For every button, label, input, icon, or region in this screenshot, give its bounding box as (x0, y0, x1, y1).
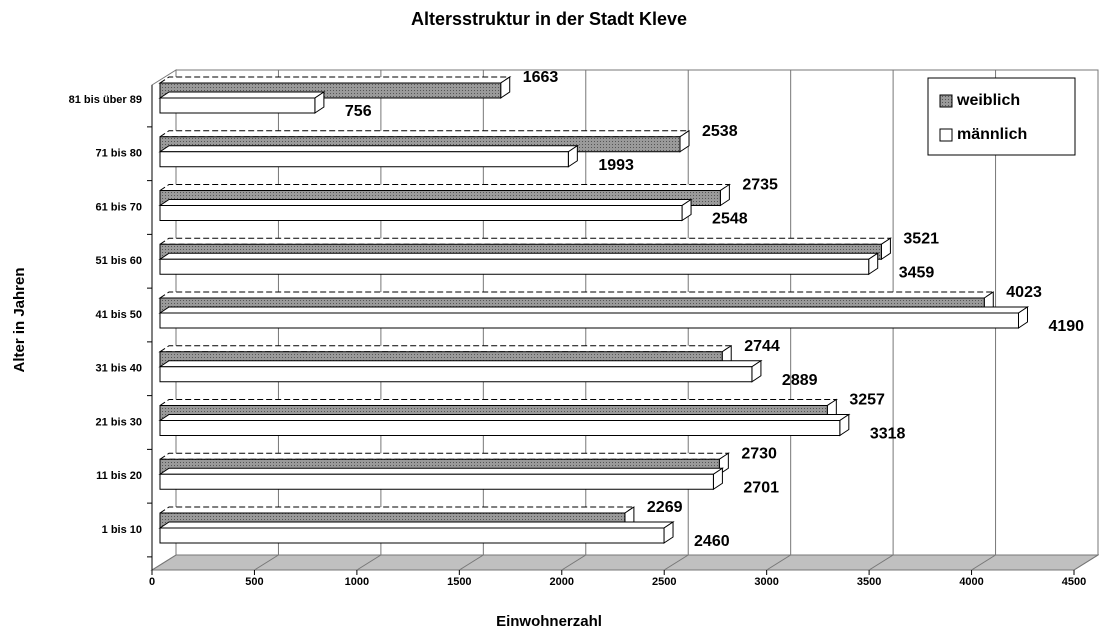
y-tick-label: 31 bis 40 (96, 363, 142, 375)
x-tick-label: 0 (149, 576, 155, 588)
x-tick-label: 1500 (447, 576, 471, 588)
bar-top (158, 199, 693, 206)
bar-top (158, 399, 838, 406)
bar-top (158, 414, 851, 421)
floor-line (356, 554, 382, 571)
value-label: 2269 (647, 499, 683, 516)
bar (159, 258, 870, 275)
x-tick-label: 4000 (959, 576, 983, 588)
y-tick-label: 11 bis 20 (96, 470, 142, 482)
bar-top (158, 237, 893, 245)
bar (159, 420, 841, 436)
bar-top (158, 291, 995, 299)
y-tick-label: 41 bis 50 (96, 309, 142, 321)
bar-top (158, 306, 1030, 314)
value-label: 2538 (702, 123, 738, 140)
value-label: 1663 (523, 69, 559, 86)
floor (150, 554, 1099, 571)
bar (159, 97, 316, 114)
floor-line (971, 554, 996, 571)
bar (159, 527, 665, 544)
bar (159, 366, 753, 383)
floor-line (663, 554, 689, 571)
legend-label: weiblich (956, 92, 1020, 109)
plot-area: 0 500 1000 1500 2000 2500 3000 3500 4000 4500 1 bi… (69, 69, 1099, 588)
bar-top (158, 76, 512, 84)
y-axis-title: Alter in Jahren (11, 267, 28, 372)
x-tick-label: 2500 (652, 576, 676, 588)
value-label: 2744 (744, 338, 780, 355)
bar-top (158, 467, 725, 475)
y-tick-label: 81 bis über 89 (69, 94, 142, 106)
x-tick-label: 4500 (1062, 576, 1086, 588)
x-tick-label: 1000 (345, 576, 369, 588)
floor-line (459, 554, 484, 571)
bar-top (158, 345, 733, 353)
bar-top (158, 184, 732, 191)
y-tick-label: 21 bis 30 (96, 416, 142, 428)
value-label: 2889 (782, 372, 818, 389)
x-tick-label: 3000 (754, 576, 778, 588)
bar-top (158, 252, 880, 260)
floor-line (254, 554, 279, 571)
bar-top (158, 145, 579, 153)
chart-title: Altersstruktur in der Stadt Kleve (411, 9, 687, 29)
value-label: 2730 (741, 445, 777, 462)
legend: weiblich männlich (927, 77, 1076, 156)
value-label: 2548 (712, 211, 748, 228)
legend-swatch (939, 94, 953, 108)
x-tick-label: 3500 (857, 576, 881, 588)
legend-box (927, 77, 1076, 156)
bar-top (158, 130, 691, 138)
bar (159, 151, 569, 168)
floor-line (1073, 554, 1099, 571)
y-tick-label: 71 bis 80 (96, 148, 142, 160)
floor-line (151, 554, 177, 571)
value-label: 4190 (1048, 318, 1084, 335)
value-label: 3257 (849, 392, 885, 409)
x-tick-label: 500 (245, 576, 263, 588)
value-label: 2735 (742, 177, 778, 194)
x-axis-title: Einwohnerzahl (496, 613, 602, 630)
bar-top (158, 91, 326, 99)
bar (159, 312, 1019, 329)
y-tick-label: 1 bis 10 (102, 524, 142, 536)
x-tick-label: 2000 (550, 576, 574, 588)
bar (159, 205, 683, 221)
bar (159, 473, 714, 490)
value-label: 756 (345, 103, 372, 120)
y-tick-label: 61 bis 70 (96, 201, 142, 213)
y-tick-label: 51 bis 60 (96, 255, 142, 267)
bar-top (158, 452, 730, 460)
bar-top (158, 506, 636, 514)
value-label: 3521 (903, 230, 939, 247)
value-label: 2701 (743, 479, 779, 496)
floor-line (868, 554, 894, 571)
value-label: 4023 (1006, 284, 1042, 301)
legend-swatch (939, 128, 953, 142)
legend-label: männlich (957, 126, 1027, 143)
floor-line (561, 554, 587, 571)
floor-line (766, 554, 791, 571)
value-label: 1993 (598, 157, 634, 174)
value-label: 2460 (694, 533, 730, 550)
bar-top (158, 360, 763, 368)
value-label: 3318 (870, 426, 906, 443)
bar-top (158, 521, 675, 529)
value-label: 3459 (899, 264, 935, 281)
